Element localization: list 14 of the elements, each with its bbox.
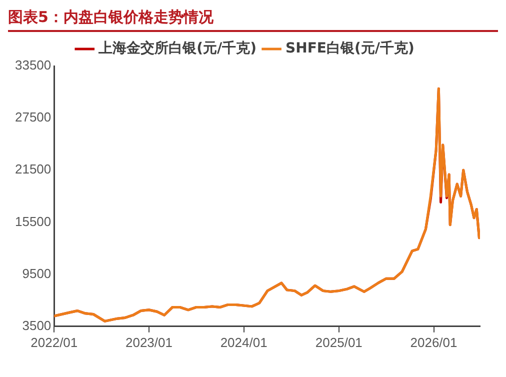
x-tick-label: 2023/01 xyxy=(125,334,172,350)
chart-title: 图表5：内盘白银价格走势情况 xyxy=(8,8,214,28)
legend-label: 上海金交所白银(元/千克) xyxy=(98,40,257,57)
y-tick-label: 3500 xyxy=(22,318,52,333)
y-tick-label: 21500 xyxy=(14,162,52,177)
y-tick-label: 15500 xyxy=(14,214,52,229)
y-tick-label: 9500 xyxy=(22,266,52,281)
legend-label: SHFE白银(元/千克) xyxy=(286,40,414,57)
x-tick-label: 2024/01 xyxy=(220,334,268,350)
x-tick-label: 2022/01 xyxy=(30,334,78,350)
y-tick-label: 27500 xyxy=(14,110,52,125)
y-tick-label: 33500 xyxy=(14,58,52,73)
x-tick-label: 2026/01 xyxy=(410,334,458,350)
x-tick-label: 2025/01 xyxy=(315,334,362,350)
